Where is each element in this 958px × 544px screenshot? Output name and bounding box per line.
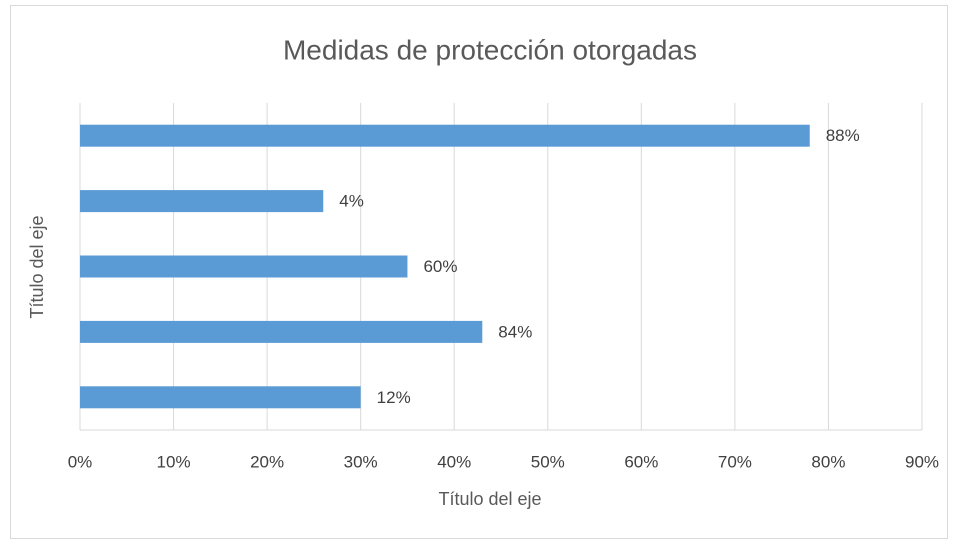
x-tick-label: 70% [718, 452, 752, 471]
bar [80, 320, 483, 343]
bar [80, 255, 408, 278]
x-tick-label: 20% [250, 452, 284, 471]
data-label: 60% [423, 257, 457, 276]
x-tick-label: 60% [624, 452, 658, 471]
y-axis-title: Título del eje [27, 215, 47, 318]
x-tick-label: 0% [68, 452, 93, 471]
data-label: 4% [339, 192, 364, 211]
data-label: 88% [826, 126, 860, 145]
bar [80, 124, 810, 147]
x-tick-label: 40% [437, 452, 471, 471]
x-axis-title: Título del eje [438, 489, 541, 509]
bar [80, 386, 361, 409]
data-label: 84% [498, 322, 532, 341]
x-tick-label: 90% [905, 452, 939, 471]
bar [80, 190, 324, 213]
x-tick-label: 50% [531, 452, 565, 471]
chart-title: Medidas de protección otorgadas [283, 34, 697, 65]
x-tick-label: 80% [811, 452, 845, 471]
x-tick-label: 10% [157, 452, 191, 471]
data-label: 12% [377, 388, 411, 407]
x-tick-label: 30% [344, 452, 378, 471]
